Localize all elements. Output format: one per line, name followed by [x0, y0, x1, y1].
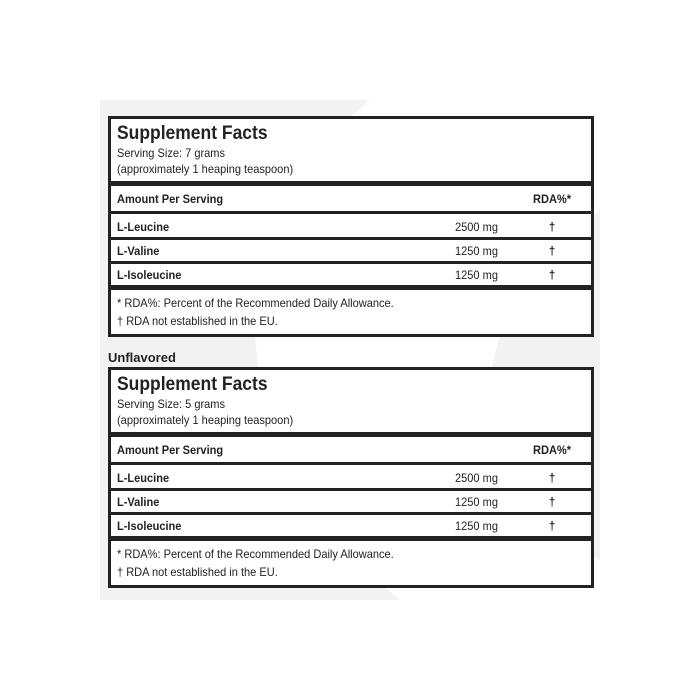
footnote: * RDA%: Percent of the Recommended Daily…: [117, 296, 394, 310]
serving-size: Serving Size: 5 grams: [117, 397, 225, 411]
rule: [111, 237, 591, 240]
serving-size: Serving Size: 7 grams: [117, 146, 225, 160]
header-amount: Amount Per Serving: [117, 443, 224, 457]
rule: [111, 512, 591, 515]
nutrient-rda: †: [549, 220, 556, 234]
nutrient-rda: †: [549, 268, 556, 282]
nutrient-name: L-Leucine: [117, 471, 170, 485]
nutrient-amount: 2500 mg: [455, 220, 498, 234]
thick-rule: [111, 285, 591, 290]
nutrient-amount: 2500 mg: [455, 471, 498, 485]
nutrient-name: L-Isoleucine: [117, 268, 182, 282]
panel-title: Supplement Facts: [117, 374, 268, 395]
header-rda: RDA%*: [533, 443, 572, 457]
rule: [111, 261, 591, 264]
thick-rule: [111, 536, 591, 541]
footnote: † RDA not established in the EU.: [117, 314, 278, 328]
nutrient-name: L-Valine: [117, 244, 160, 258]
rule: [111, 211, 591, 214]
thick-rule: [111, 432, 591, 437]
rule: [111, 488, 591, 491]
serving-note: (approximately 1 heaping teaspoon): [117, 162, 294, 176]
nutrient-name: L-Isoleucine: [117, 519, 182, 533]
facts-panel: Supplement Facts Serving Size: 5 grams (ap…: [108, 367, 594, 588]
panel-label: Unflavored: [108, 350, 176, 365]
nutrient-rda: †: [549, 519, 556, 533]
footnote: * RDA%: Percent of the Recommended Daily…: [117, 547, 394, 561]
footnote: † RDA not established in the EU.: [117, 565, 278, 579]
facts-panel: Supplement Facts Serving Size: 7 grams (ap…: [108, 116, 594, 337]
nutrient-amount: 1250 mg: [455, 244, 498, 258]
nutrient-rda: †: [549, 471, 556, 485]
nutrient-rda: †: [549, 495, 556, 509]
nutrient-amount: 1250 mg: [455, 495, 498, 509]
nutrient-amount: 1250 mg: [455, 519, 498, 533]
rule: [111, 462, 591, 465]
header-rda: RDA%*: [533, 192, 572, 206]
nutrient-amount: 1250 mg: [455, 268, 498, 282]
nutrient-rda: †: [549, 244, 556, 258]
nutrient-name: L-Leucine: [117, 220, 170, 234]
panel-title: Supplement Facts: [117, 123, 268, 144]
thick-rule: [111, 181, 591, 186]
serving-note: (approximately 1 heaping teaspoon): [117, 413, 294, 427]
nutrient-name: L-Valine: [117, 495, 160, 509]
header-amount: Amount Per Serving: [117, 192, 224, 206]
